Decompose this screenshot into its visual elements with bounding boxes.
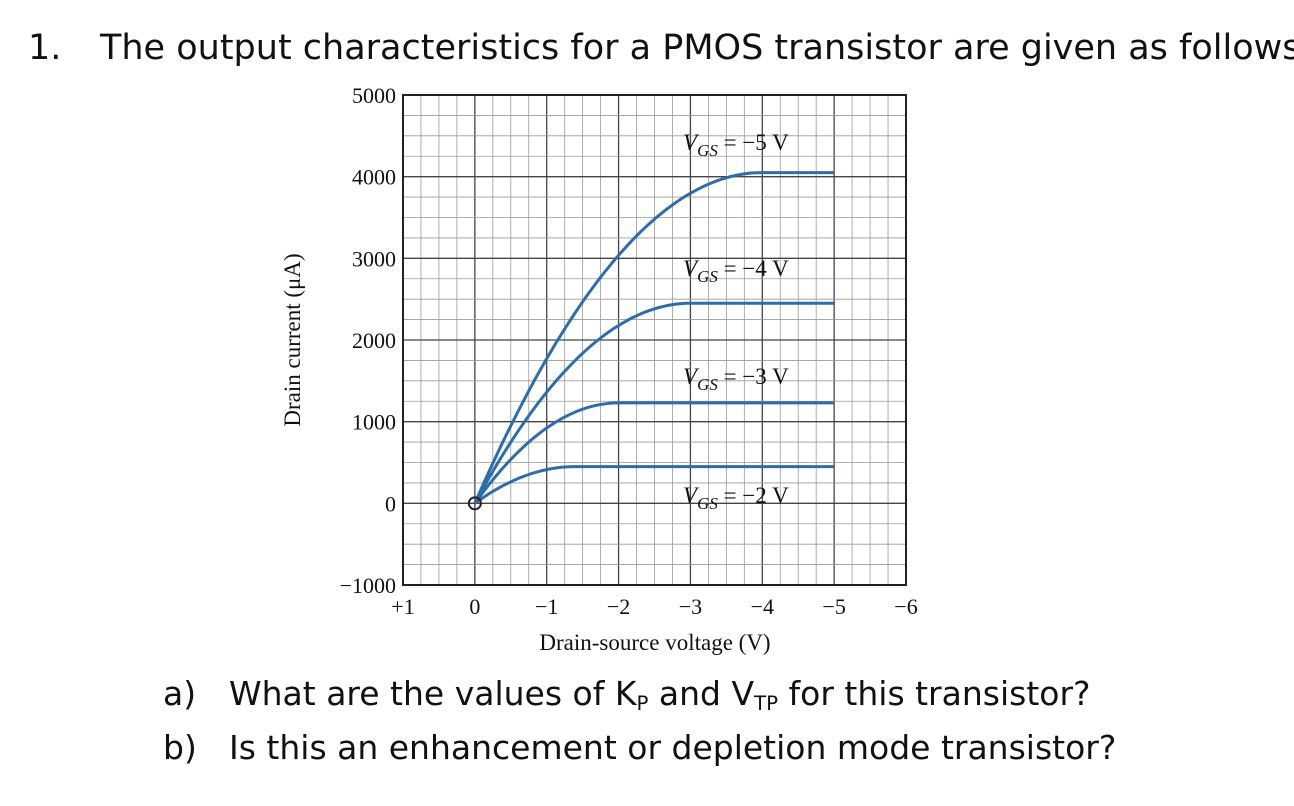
y-tick-label: 1000 [352,410,396,435]
y-tick-label: 4000 [352,165,396,190]
plot-frame [402,94,907,586]
x-tick-label: +1 [391,594,414,619]
x-tick-label: −2 [607,594,630,619]
y-tick-label: 3000 [352,246,396,271]
part-b-text: Is this an enhancement or depletion mode… [229,728,1117,767]
question-heading: 1. The output characteristics for a PMOS… [0,0,1294,80]
x-axis-label: Drain-source voltage (V) [539,630,770,655]
part-b-label: b) [163,728,197,767]
series-label: VGS = −2 V [683,483,789,513]
part-a-sub-p: P [636,691,649,715]
x-tick-labels: +1 0 −1 −2 −3 −4 −5 −6 [391,594,917,619]
y-axis-label: Drain current (μA) [280,253,305,426]
part-a-text-2: and V [648,674,755,713]
series-label: VGS = −3 V [683,364,789,394]
part-a-label: a) [163,674,197,713]
part-b: b) Is this an enhancement or depletion mo… [163,728,1116,767]
y-tick-label: 5000 [352,83,396,108]
question-text: The output characteristics for a PMOS tr… [100,28,1294,68]
series-labels: VGS = −5 V VGS = −4 V VGS = −3 V VGS = −2 V [683,130,789,513]
origin-marker [467,496,482,511]
part-a: a) What are the values of KP and VTP for … [163,674,1091,715]
y-tick-label: −1000 [340,573,396,598]
x-tick-label: −5 [822,594,845,619]
series-label: VGS = −5 V [683,130,789,160]
curve-vgs-5-v [473,171,835,504]
x-tick-label: 0 [469,594,480,619]
x-tick-label: −6 [894,594,917,619]
curve-vgs-3-v [473,401,835,505]
x-tick-label: −4 [751,594,774,619]
y-tick-labels: 5000 4000 3000 2000 1000 0 −1000 [340,83,396,598]
curve-vgs-2-v [474,465,835,505]
part-a-sub-tp: TP [754,691,779,715]
curve-vgs-4-v [473,301,835,505]
curves [473,171,835,505]
x-tick-label: −3 [679,594,702,619]
part-a-text-1: What are the values of K [229,674,637,713]
y-tick-label: 2000 [352,328,396,353]
x-tick-label: −1 [535,594,558,619]
grid [402,94,907,586]
y-tick-label: 0 [385,491,396,516]
question-number: 1. [28,28,62,68]
series-label: VGS = −4 V [683,256,789,286]
part-a-text-3: for this transistor? [778,674,1091,713]
